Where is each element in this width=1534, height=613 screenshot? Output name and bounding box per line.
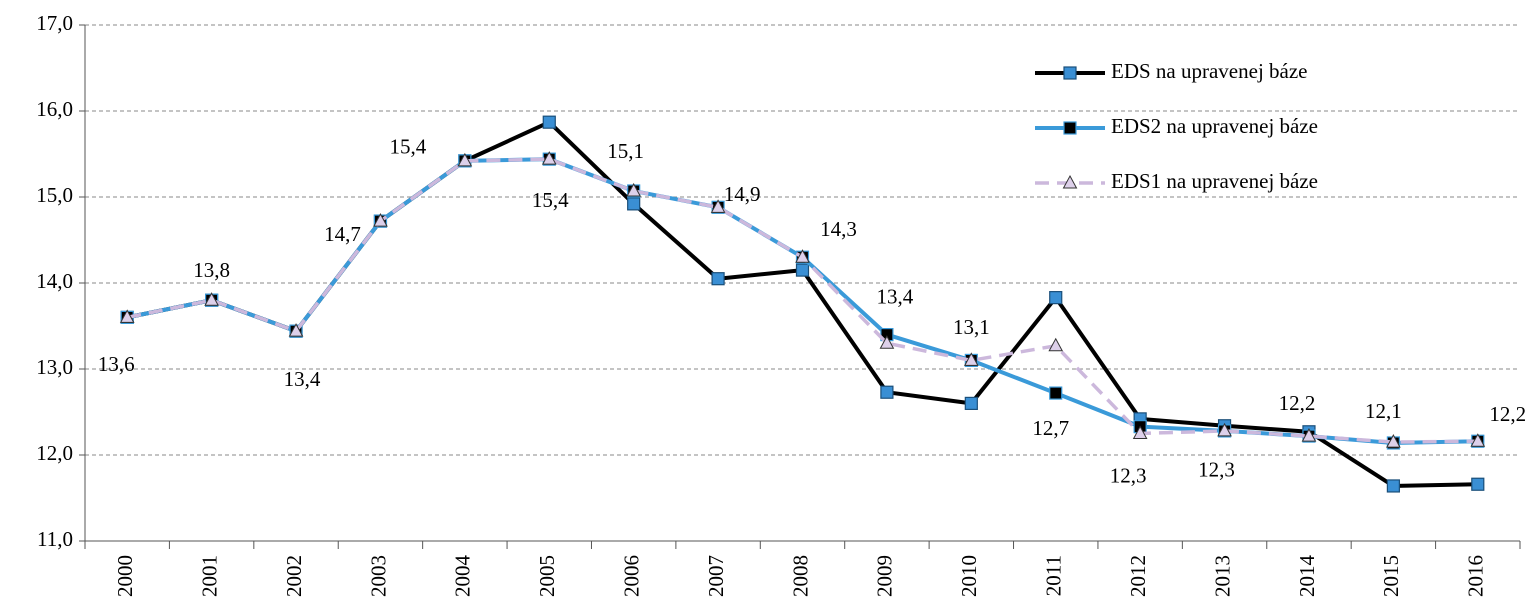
marker xyxy=(964,396,978,410)
x-tick-label: 2009 xyxy=(873,555,897,597)
x-tick-label: 2011 xyxy=(1042,555,1066,596)
legend-marker xyxy=(1063,66,1077,80)
marker xyxy=(373,213,388,227)
series xyxy=(119,151,1486,448)
legend-marker xyxy=(1062,174,1078,189)
y-tick-label: 17,0 xyxy=(36,11,73,35)
legend-label: EDS1 na upravenej báze xyxy=(1111,169,1318,193)
marker xyxy=(626,182,642,197)
x-tick-label: 2005 xyxy=(535,555,559,597)
series-line xyxy=(126,157,1478,445)
marker xyxy=(1386,434,1401,448)
marker xyxy=(1048,337,1064,352)
x-tick-label: 2010 xyxy=(957,555,981,597)
x-tick-label: 2001 xyxy=(197,555,221,597)
x-tick-label: 2000 xyxy=(113,555,137,597)
data-label: 13,8 xyxy=(193,258,230,282)
marker xyxy=(879,335,895,349)
data-label: 15,4 xyxy=(532,188,569,212)
marker xyxy=(627,197,641,211)
marker xyxy=(204,292,219,306)
x-tick-label: 2003 xyxy=(366,555,390,597)
data-label: 15,4 xyxy=(389,135,426,159)
legend-label: EDS2 na upravenej báze xyxy=(1111,114,1318,138)
marker xyxy=(457,152,473,167)
marker xyxy=(1049,291,1063,305)
marker xyxy=(1386,479,1400,493)
x-tick-label: 2013 xyxy=(1210,555,1234,597)
data-label: 13,4 xyxy=(284,367,321,391)
data-label: 12,3 xyxy=(1198,458,1235,482)
marker xyxy=(795,249,810,263)
data-label: 12,1 xyxy=(1365,399,1402,423)
x-tick-label: 2002 xyxy=(282,555,306,597)
data-label: 14,9 xyxy=(724,182,761,206)
marker xyxy=(288,323,304,337)
data-label: 13,4 xyxy=(877,284,914,308)
marker xyxy=(880,385,894,399)
marker xyxy=(795,263,810,277)
marker xyxy=(541,151,557,165)
series-line xyxy=(126,157,1478,444)
y-tick-label: 12,0 xyxy=(36,441,73,465)
marker xyxy=(542,115,556,129)
x-tick-label: 2014 xyxy=(1295,555,1319,598)
data-label: 13,6 xyxy=(98,352,135,376)
y-tick-label: 15,0 xyxy=(36,183,73,207)
x-tick-label: 2007 xyxy=(704,555,728,597)
data-label: 12,2 xyxy=(1489,402,1526,426)
marker xyxy=(1301,428,1317,442)
marker xyxy=(711,272,725,286)
x-tick-label: 2012 xyxy=(1126,555,1150,597)
legend-marker xyxy=(1063,121,1077,135)
data-label: 12,3 xyxy=(1110,463,1147,487)
data-label: 14,3 xyxy=(820,217,857,241)
data-label: 15,1 xyxy=(607,139,644,163)
data-label: 12,7 xyxy=(1032,416,1069,440)
x-tick-label: 2006 xyxy=(619,555,643,597)
marker xyxy=(963,352,979,366)
marker xyxy=(119,309,135,323)
marker xyxy=(1217,422,1232,437)
x-tick-label: 2016 xyxy=(1464,555,1488,597)
data-label: 12,2 xyxy=(1279,391,1316,415)
y-tick-label: 14,0 xyxy=(36,269,73,293)
x-tick-label: 2015 xyxy=(1379,555,1403,597)
data-label: 13,1 xyxy=(953,315,990,339)
y-tick-label: 11,0 xyxy=(37,527,73,551)
marker xyxy=(1049,386,1063,400)
marker xyxy=(1132,425,1148,439)
marker xyxy=(710,199,726,213)
x-tick-label: 2008 xyxy=(788,555,812,597)
marker xyxy=(1470,433,1486,447)
y-tick-label: 16,0 xyxy=(36,97,73,121)
legend-label: EDS na upravenej báze xyxy=(1111,59,1308,83)
x-tick-label: 2004 xyxy=(451,555,475,598)
marker xyxy=(1471,477,1485,491)
y-tick-label: 13,0 xyxy=(36,355,73,379)
data-label: 14,7 xyxy=(324,222,361,246)
